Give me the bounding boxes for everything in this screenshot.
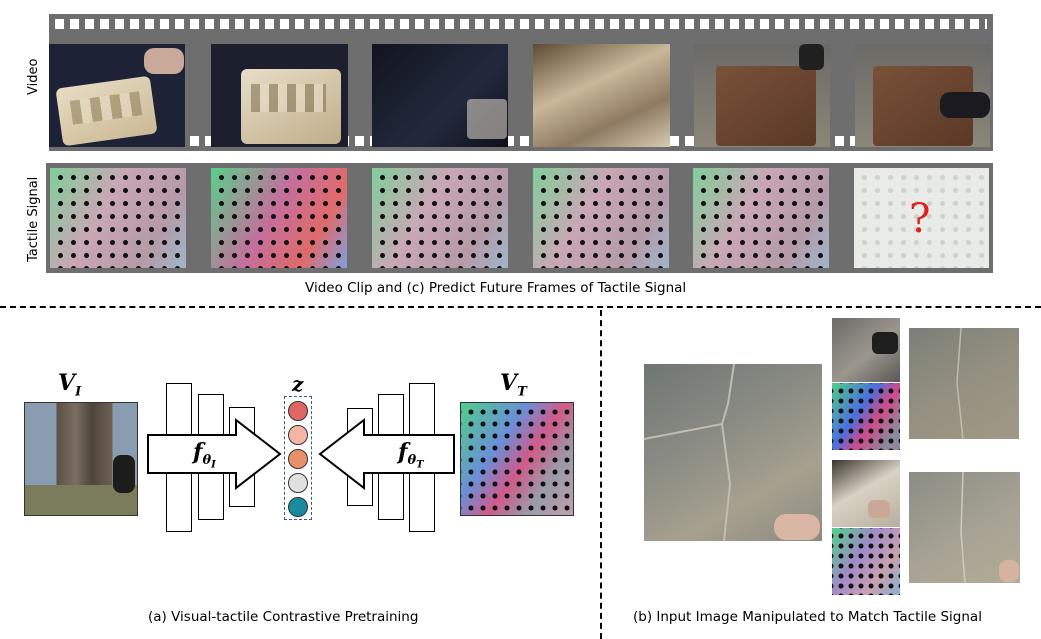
tactile-frame-3 [372, 168, 508, 268]
embedding-vector [284, 396, 312, 520]
embedding-cell-3 [288, 449, 308, 469]
video-frame-6 [855, 44, 990, 147]
rock-reference-image [832, 318, 900, 382]
rock-tactile-image [832, 383, 900, 450]
caption-b: (b) Input Image Manipulated to Match Tac… [633, 609, 982, 625]
tactile-frame-2 [211, 168, 347, 268]
image-input-label: VI [58, 370, 82, 400]
pillow-reference-image [832, 460, 900, 527]
video-row-label: Video [26, 58, 41, 95]
input-stone-image [644, 364, 822, 541]
tactile-image [460, 402, 574, 516]
caption-a: (a) Visual-tactile Contrastive Pretraini… [148, 609, 419, 625]
encoder-image-arrow [147, 418, 282, 490]
embedding-cell-1 [288, 401, 308, 421]
tactile-input-label: VT [500, 370, 527, 400]
caption-c: Video Clip and (c) Predict Future Frames… [305, 280, 687, 296]
video-frame-2 [211, 44, 348, 147]
embedding-cell-2 [288, 425, 308, 445]
question-mark: ? [909, 196, 931, 242]
tactile-row-label: Tactile Signal [26, 176, 41, 262]
output-stone-image-2 [909, 472, 1020, 583]
video-film-strip [49, 14, 993, 151]
tactile-strip: ? [46, 163, 993, 273]
tactile-frame-4 [533, 168, 669, 268]
tree-image [24, 402, 138, 516]
pillow-tactile-image [832, 528, 900, 595]
video-frame-5 [694, 44, 830, 147]
embedding-cell-5 [288, 497, 308, 517]
output-stone-image-1 [909, 328, 1019, 439]
film-sprockets-bottom [55, 136, 987, 146]
video-frame-4 [533, 44, 670, 147]
tactile-frame-unknown: ? [854, 168, 989, 268]
encoder-image-label: fθI [193, 439, 216, 471]
film-sprockets-top [55, 19, 987, 29]
encoder-tactile-arrow [318, 418, 455, 490]
encoder-tactile-label: fθT [398, 439, 424, 471]
video-frame-1 [49, 44, 185, 147]
tactile-frame-1 [50, 168, 186, 268]
tactile-frame-5 [693, 168, 829, 268]
horizontal-divider [0, 306, 1041, 308]
embedding-label: z [292, 372, 304, 396]
vertical-divider [600, 310, 602, 639]
embedding-cell-4 [288, 473, 308, 493]
video-frame-3 [372, 44, 508, 147]
